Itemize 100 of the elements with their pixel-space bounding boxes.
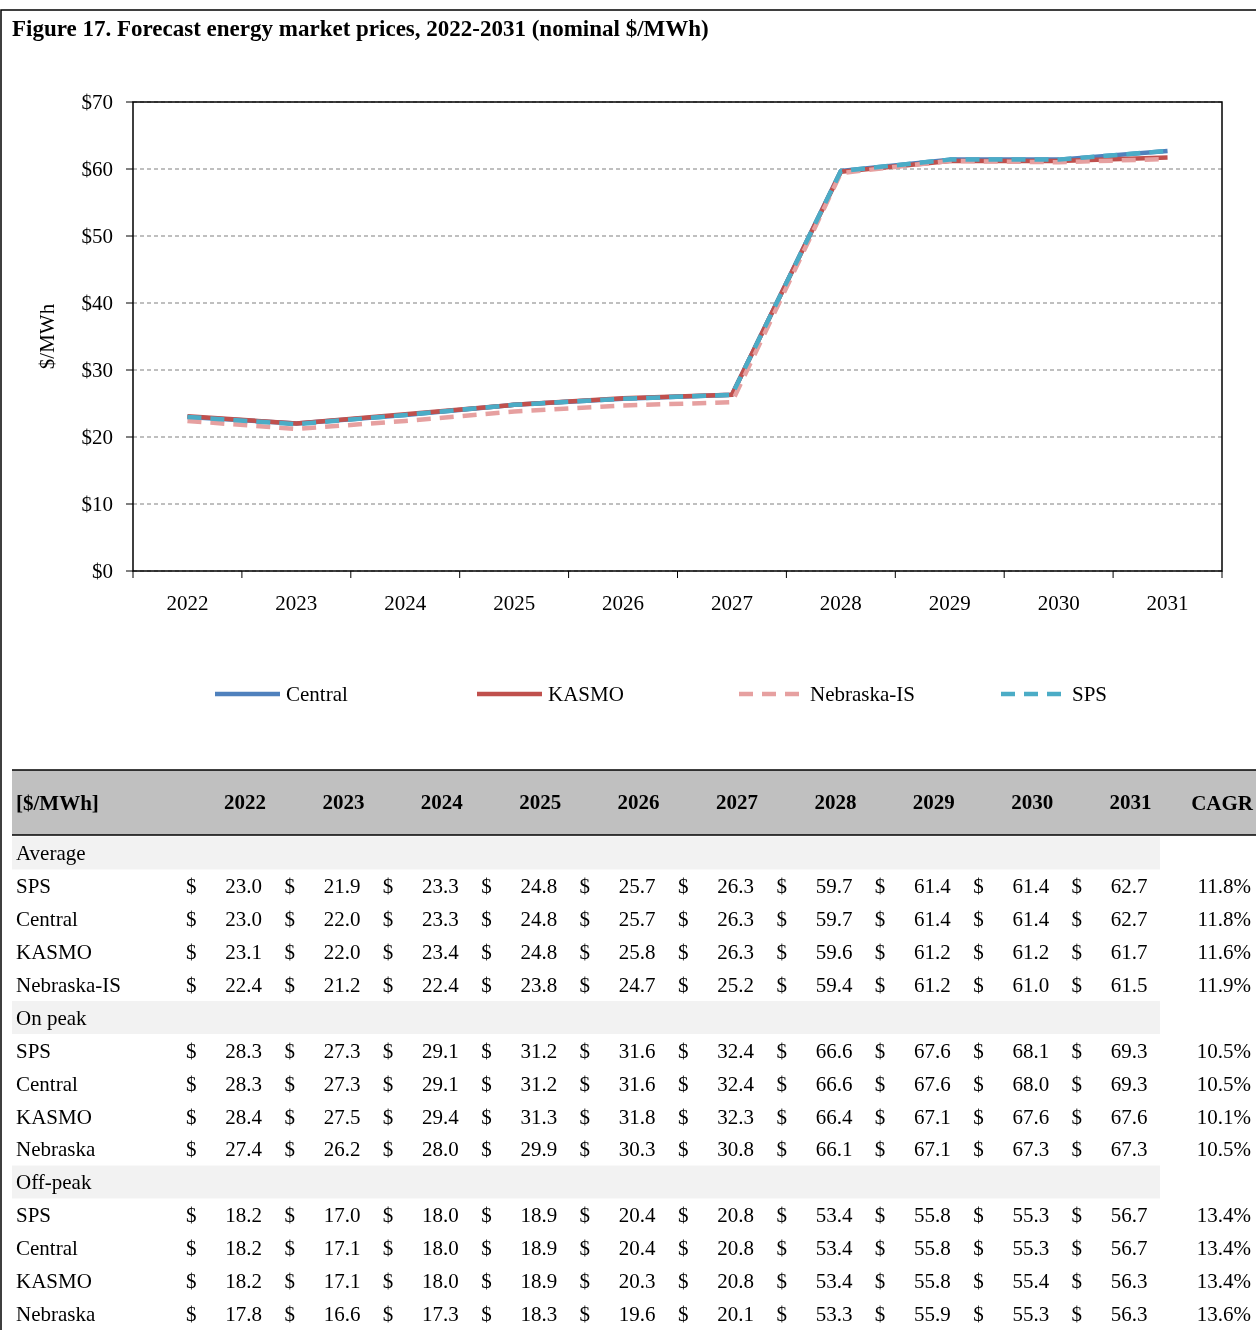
text: $ 55.9 xyxy=(874,1301,951,1326)
text: $ 23.4 xyxy=(382,940,459,965)
text: $ 56.3 xyxy=(1071,1269,1148,1294)
text: $ 61.2 xyxy=(874,972,951,997)
text: $ 26.3 xyxy=(678,907,754,932)
text: $ 67.6 xyxy=(1071,1104,1148,1129)
text: $ 61.5 xyxy=(1071,972,1148,997)
text: $ 61.0 xyxy=(973,972,1050,997)
text: $ 67.3 xyxy=(973,1137,1050,1162)
text: $ 23.8 xyxy=(481,972,558,997)
text: 10.5% xyxy=(1196,1137,1251,1162)
legend-label: KASMO xyxy=(548,682,624,707)
text: $ 61.4 xyxy=(874,874,951,899)
text: $ 23.3 xyxy=(382,874,459,899)
y-tick-label: $70 xyxy=(81,90,113,115)
category-label: 2025 xyxy=(519,790,562,815)
text: $ 25.7 xyxy=(579,907,656,932)
category-label: 2024 xyxy=(420,790,463,815)
legend-label: Nebraska-IS xyxy=(810,682,915,707)
text: $ 59.7 xyxy=(776,907,853,932)
text: $ 53.3 xyxy=(776,1301,853,1326)
text: $ 20.8 xyxy=(678,1203,754,1228)
x-tick-label: 2024 xyxy=(384,591,427,616)
x-tick-label: 2022 xyxy=(166,591,209,616)
text: $ 61.2 xyxy=(874,940,951,965)
y-tick-label: $0 xyxy=(92,559,113,584)
x-tick-label: 2029 xyxy=(928,591,971,616)
text: Off-peak xyxy=(16,1170,92,1195)
category-label: 2027 xyxy=(716,790,758,815)
y-tick-label: $10 xyxy=(81,492,113,517)
category-label: 2022 xyxy=(224,790,266,815)
text: 13.4% xyxy=(1196,1203,1251,1228)
text: $ 55.3 xyxy=(973,1301,1050,1326)
text: $ 20.4 xyxy=(579,1236,656,1261)
text: 11.9% xyxy=(1197,972,1251,997)
text: $ 55.8 xyxy=(874,1269,951,1294)
text: $ 18.0 xyxy=(382,1269,459,1294)
text: SPS xyxy=(16,874,52,899)
text: $ 66.6 xyxy=(776,1038,853,1063)
text: $ 32.4 xyxy=(678,1038,754,1063)
category-label: 2029 xyxy=(912,790,955,815)
text: $ 23.3 xyxy=(382,907,459,932)
text: $ 17.3 xyxy=(382,1301,459,1326)
text: $ 30.8 xyxy=(678,1137,754,1162)
text: 13.4% xyxy=(1196,1236,1251,1261)
text: CAGR xyxy=(1191,790,1253,815)
text: $ 23.1 xyxy=(186,940,262,965)
text: $ 59.7 xyxy=(776,874,853,899)
text: $ 67.6 xyxy=(973,1104,1050,1129)
text: $ 29.9 xyxy=(481,1137,558,1162)
category-label: 2030 xyxy=(1011,790,1054,815)
text: $ 62.7 xyxy=(1071,907,1148,932)
text: $ 29.1 xyxy=(382,1038,459,1063)
text: $ 31.2 xyxy=(481,1038,558,1063)
text: Nebraska xyxy=(16,1137,96,1162)
text: $ 66.4 xyxy=(776,1104,853,1129)
y-tick-label: $50 xyxy=(81,224,113,249)
x-tick-label: 2027 xyxy=(710,591,753,616)
text: $ 17.8 xyxy=(186,1301,262,1326)
text: 11.6% xyxy=(1197,940,1251,965)
text: Nebraska-IS xyxy=(16,972,121,997)
text: 10.5% xyxy=(1196,1038,1251,1063)
text: [$/MWh] xyxy=(16,790,99,815)
text: $ 17.0 xyxy=(284,1203,361,1228)
text: $ 20.8 xyxy=(678,1269,754,1294)
x-tick-label: 2028 xyxy=(819,591,862,616)
x-tick-label: 2031 xyxy=(1146,591,1189,616)
text: $ 55.4 xyxy=(973,1269,1050,1294)
y-axis-title: $/MWh xyxy=(35,303,59,370)
text: $ 19.6 xyxy=(579,1301,656,1326)
text: $ 30.3 xyxy=(579,1137,656,1162)
y-tick-label: $40 xyxy=(81,291,113,316)
text: $ 27.3 xyxy=(284,1038,361,1063)
legend-label: Central xyxy=(286,682,348,707)
text: $ 18.0 xyxy=(382,1236,459,1261)
text: $ 68.0 xyxy=(973,1071,1050,1096)
text: $ 24.7 xyxy=(579,972,656,997)
text: $ 26.2 xyxy=(284,1137,361,1162)
text: $ 61.4 xyxy=(973,907,1050,932)
text: $ 69.3 xyxy=(1071,1038,1148,1063)
text: $ 23.0 xyxy=(186,874,262,899)
category-label: 2026 xyxy=(617,790,660,815)
chart-title: Figure 17. Forecast energy market prices, 2022-2031 (nominal $/MWh) xyxy=(12,16,709,41)
text: $ 28.3 xyxy=(186,1038,262,1063)
text: $ 20.4 xyxy=(579,1203,656,1228)
text: $ 31.6 xyxy=(579,1071,656,1096)
text: $ 20.3 xyxy=(579,1269,656,1294)
text: 13.4% xyxy=(1196,1269,1251,1294)
text: $ 18.9 xyxy=(481,1269,558,1294)
text: $ 53.4 xyxy=(776,1203,853,1228)
text: $ 62.7 xyxy=(1071,874,1148,899)
category-label: 2031 xyxy=(1109,790,1152,815)
text: $ 17.1 xyxy=(284,1236,361,1261)
text: $ 67.3 xyxy=(1071,1137,1148,1162)
y-tick-label: $60 xyxy=(81,157,113,182)
text: 11.8% xyxy=(1197,907,1251,932)
text: $ 24.8 xyxy=(481,874,558,899)
text: $ 26.3 xyxy=(678,874,754,899)
text: SPS xyxy=(16,1203,52,1228)
text: $ 22.0 xyxy=(284,940,361,965)
